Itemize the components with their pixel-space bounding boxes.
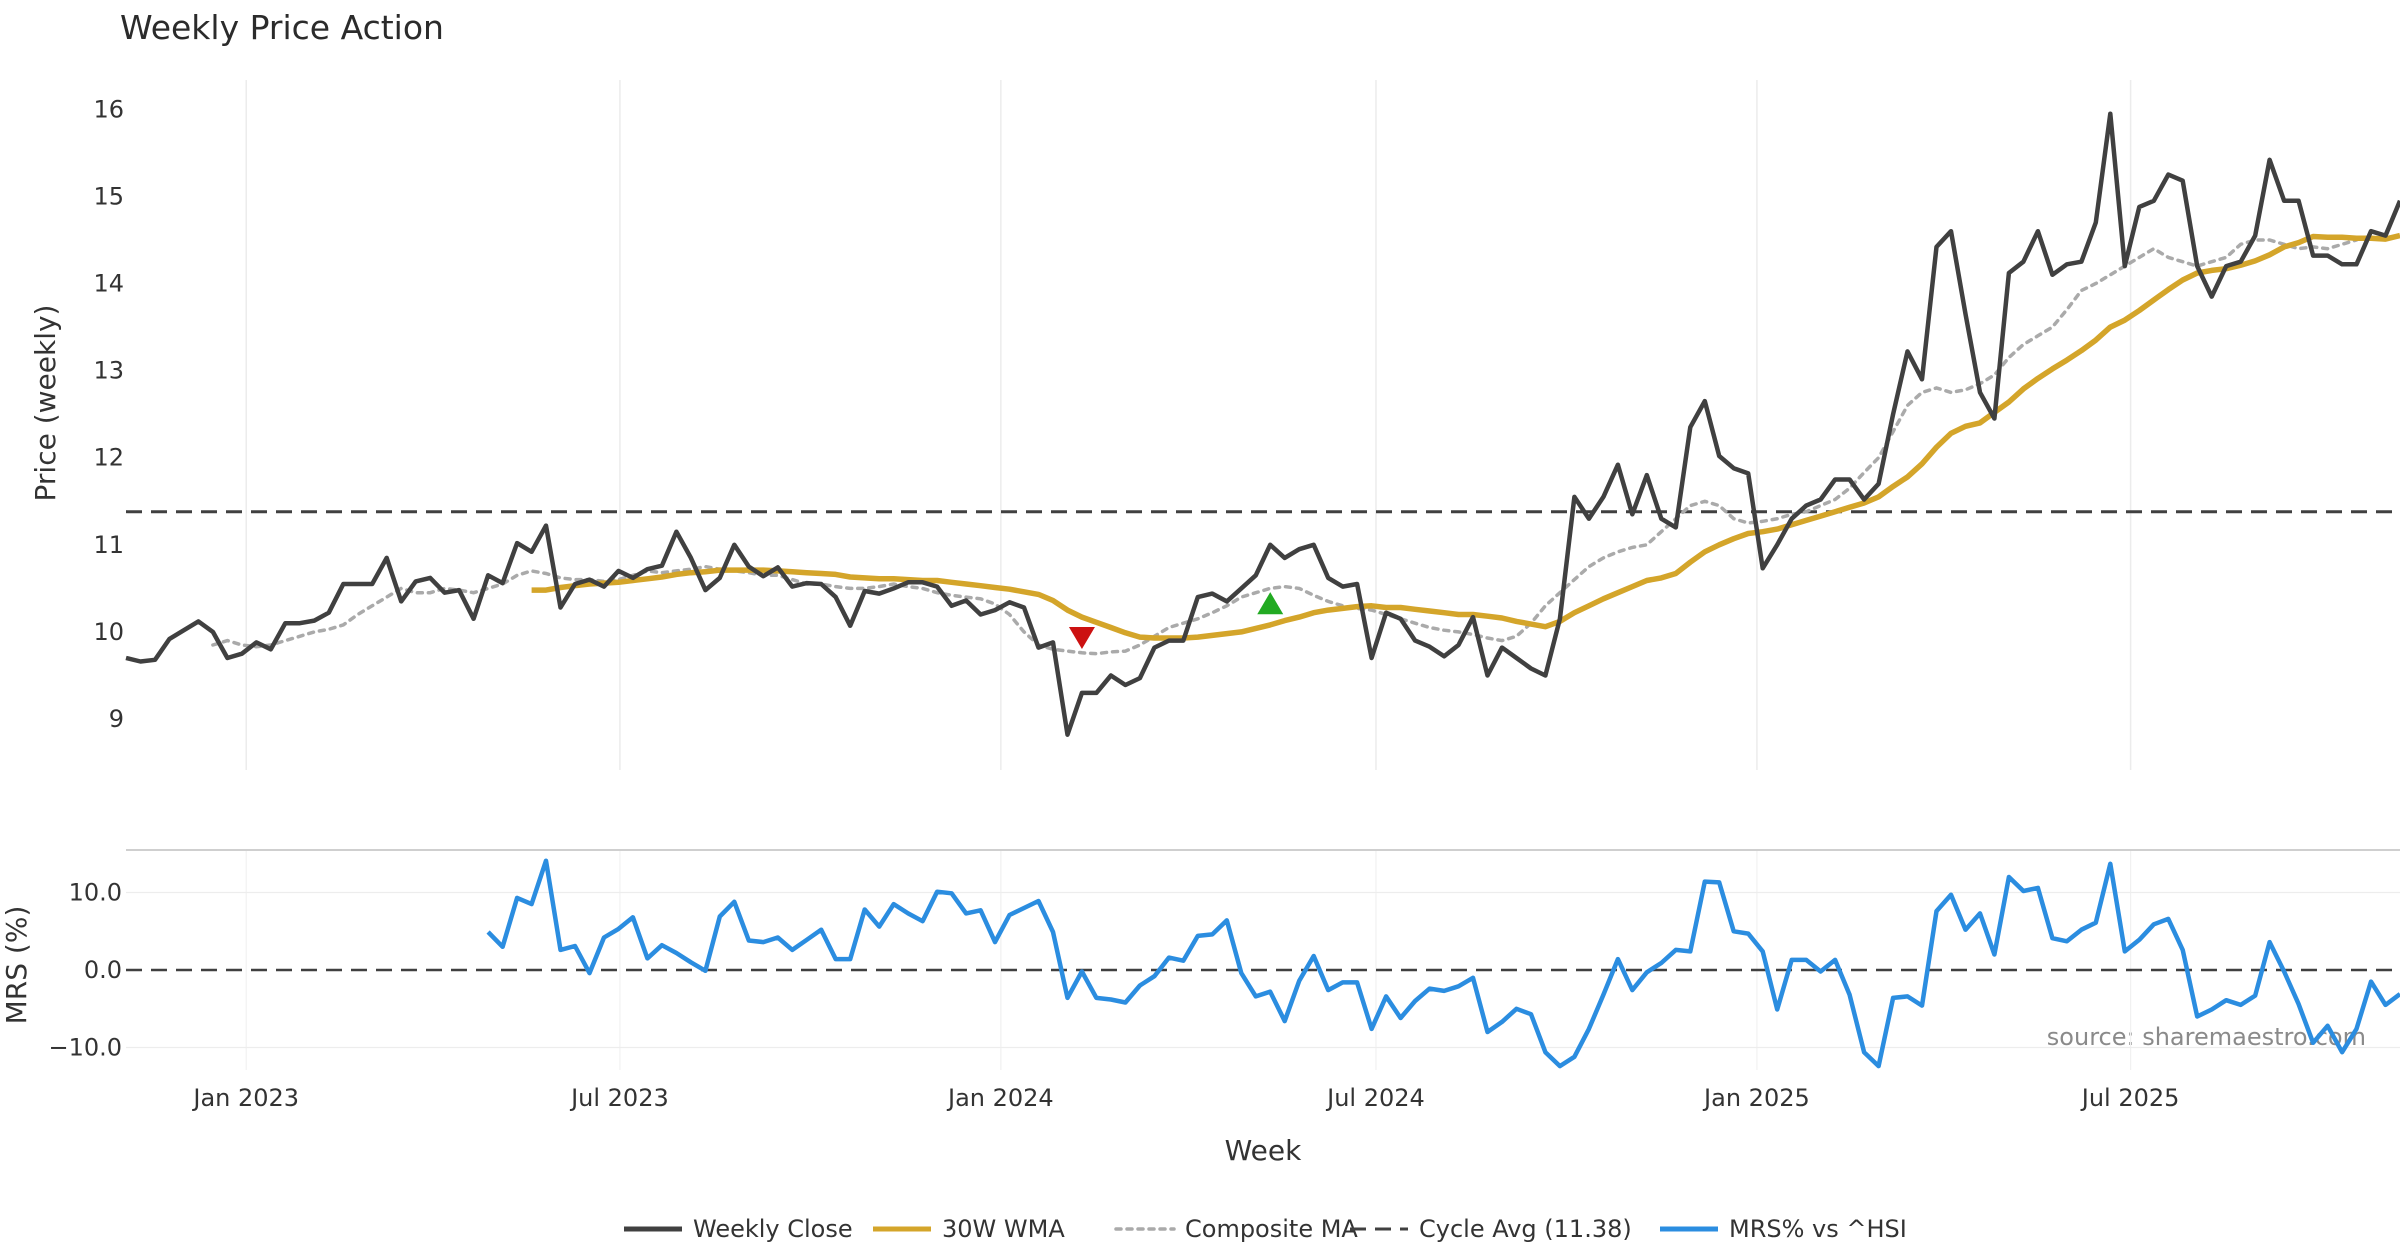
wma-30w-line <box>531 232 2400 641</box>
legend: Weekly Close 30W WMA Composite MA Cycle Avg… <box>624 1215 1907 1243</box>
legend-label: MRS% vs ^HSI <box>1729 1215 1907 1243</box>
mrs-y-tick-label: −10.0 <box>48 1034 122 1062</box>
price-y-tick-label: 15 <box>93 182 124 210</box>
plot-layer: Jan 2023 Jul 2023 Jan 2024 Jul 2024 Jan 2025… <box>48 80 2400 1112</box>
x-tick-label: Jul 2023 <box>569 1084 669 1112</box>
price-y-tick-label: 9 <box>109 705 124 733</box>
price-y-tick-label: 13 <box>93 357 124 385</box>
x-axis-title: Week <box>1225 1134 1302 1167</box>
mrs-y-tick-label: 10.0 <box>69 879 122 907</box>
price-axis-title: Price (weekly) <box>29 305 62 502</box>
x-tick-label: Jan 2025 <box>1702 1084 1810 1112</box>
x-tick-label: Jan 2023 <box>191 1084 299 1112</box>
mrs-line <box>486 858 2400 1069</box>
legend-label: 30W WMA <box>942 1215 1065 1243</box>
price-y-tick-label: 16 <box>93 95 124 123</box>
price-y-tick-label: 12 <box>93 444 124 472</box>
price-y-tick-label: 10 <box>93 618 124 646</box>
price-y-tick-label: 11 <box>93 531 124 559</box>
x-tick-label: Jul 2025 <box>2080 1084 2180 1112</box>
sell-signal-marker <box>1068 626 1095 650</box>
legend-label: Composite MA <box>1185 1215 1358 1243</box>
legend-label: Cycle Avg (11.38) <box>1419 1215 1632 1243</box>
weekly-close-line <box>125 111 2400 737</box>
x-tick-label: Jul 2024 <box>1325 1084 1425 1112</box>
chart-title: Weekly Price Action <box>120 8 444 47</box>
mrs-y-tick-label: 0.0 <box>84 956 122 984</box>
x-tick-label: Jan 2024 <box>946 1084 1054 1112</box>
legend-label: Weekly Close <box>693 1215 853 1243</box>
buy-signal-marker <box>1257 592 1284 615</box>
mrs-axis-title: MRS (%) <box>0 906 33 1025</box>
price-y-tick-label: 14 <box>93 270 124 298</box>
